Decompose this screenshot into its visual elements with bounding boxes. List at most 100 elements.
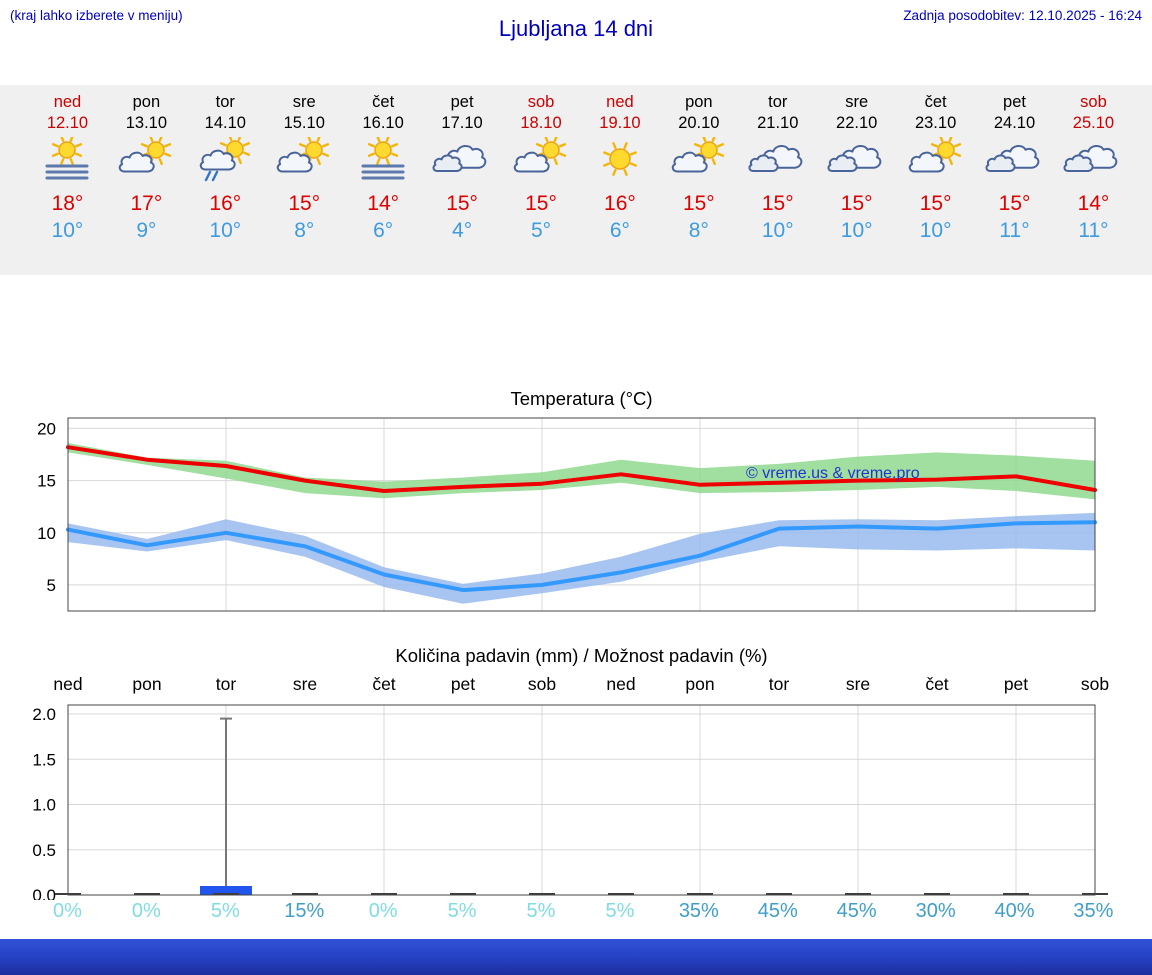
low-temp: 8°: [294, 219, 315, 242]
high-temp: 14°: [367, 192, 400, 215]
last-update: Zadnja posodobitev: 12.10.2025 - 16:24: [903, 8, 1142, 23]
day-date: 19.10: [599, 114, 641, 132]
forecast-day-column[interactable]: pet 17.10 15° 4°: [423, 92, 502, 275]
temp-ytick: 15: [37, 472, 56, 491]
temp-ytick: 20: [37, 419, 56, 438]
sun-fog-icon: [28, 134, 107, 185]
precip-chart-title: Količina padavin (mm) / Možnost padavin …: [395, 645, 768, 666]
forecast-day-column[interactable]: ned 19.10 16° 6°: [580, 92, 659, 275]
forecast-day-column[interactable]: čet 16.10 14° 6°: [344, 92, 423, 275]
day-name: pon: [685, 93, 713, 111]
precip-trace-mark: [766, 893, 792, 895]
day-date: 13.10: [125, 114, 168, 132]
cloudy-icon: [1054, 137, 1133, 185]
sun-cloud-icon: [265, 134, 344, 185]
precip-day-label: sre: [846, 674, 870, 694]
low-temp: 9°: [136, 219, 157, 242]
forecast-day-column[interactable]: tor 14.10 16° 10°: [186, 92, 265, 275]
watermark: © vreme.us & vreme.pro: [746, 465, 920, 482]
low-temp: 5°: [530, 219, 552, 242]
forecast-day-column[interactable]: sob 25.10 14° 11°: [1054, 92, 1133, 275]
high-temp: 16°: [209, 192, 242, 215]
precip-day-label: čet: [372, 674, 395, 694]
sun-fog-icon: [344, 134, 423, 185]
forecast-strip: ned 12.10 18° 10° pon 13.10 17° 9° tor 14.10 16° 10…: [0, 85, 1152, 275]
forecast-day-column[interactable]: pon 13.10 17° 9°: [107, 92, 186, 275]
day-date: 16.10: [362, 114, 404, 132]
day-name: sob: [527, 93, 555, 111]
precip-trace-mark: [608, 893, 634, 895]
day-date: 14.10: [204, 114, 246, 132]
day-date: 22.10: [836, 114, 878, 132]
precip-bar: [200, 886, 252, 895]
sun-cloud-icon: [896, 134, 975, 185]
day-date: 18.10: [520, 114, 562, 132]
day-date: 23.10: [914, 114, 957, 132]
temp-min-line: [66, 520, 1097, 593]
precip-ytick: 1.0: [32, 796, 56, 815]
temp-max-band: [68, 443, 1095, 500]
high-temp: 16°: [604, 192, 636, 215]
precip-day-label: ned: [606, 674, 635, 694]
precip-probability: 0%: [368, 900, 398, 922]
high-temp: 17°: [130, 192, 163, 215]
precip-probability: 5%: [526, 900, 556, 922]
precip-trace-mark: [687, 893, 713, 895]
precip-probability: 40%: [994, 900, 1035, 922]
day-date: 15.10: [283, 114, 325, 132]
precip-day-label: pon: [132, 674, 161, 694]
precip-ytick: 0.0: [32, 886, 56, 900]
precip-probability: 5%: [210, 900, 240, 922]
forecast-day-column[interactable]: sre 15.10 15° 8°: [265, 92, 344, 275]
day-name: sre: [845, 93, 869, 111]
temperature-chart-title: Temperatura (°C): [510, 388, 653, 409]
precip-probability: 45%: [836, 900, 877, 922]
day-name: tor: [215, 93, 235, 111]
high-temp: 14°: [1077, 192, 1110, 215]
precip-trace-mark: [213, 893, 239, 895]
precip-trace-mark: [134, 893, 160, 895]
precip-trace-mark: [845, 893, 871, 895]
forecast-day-column[interactable]: pon 20.10 15° 8°: [659, 92, 738, 275]
day-date: 25.10: [1072, 114, 1115, 132]
low-temp: 6°: [373, 219, 394, 242]
precip-trace-mark: [924, 893, 950, 895]
low-temp: 6°: [609, 219, 630, 242]
cloudy-icon: [975, 137, 1054, 185]
precip-trace-mark: [292, 893, 318, 895]
precip-probability: 0%: [53, 900, 82, 922]
high-temp: 15°: [840, 192, 873, 215]
precip-ytick: 2.0: [32, 705, 56, 724]
sun-cloud-rain-icon: [186, 133, 265, 185]
sun-icon: [580, 137, 659, 185]
temp-ytick: 10: [37, 524, 56, 543]
day-name: čet: [372, 93, 395, 111]
high-temp: 15°: [446, 192, 478, 215]
forecast-day-column[interactable]: tor 21.10 15° 10°: [738, 92, 817, 275]
precip-trace-mark: [450, 893, 476, 895]
day-name: sre: [292, 93, 316, 111]
high-temp: 15°: [919, 192, 952, 215]
forecast-day-column[interactable]: ned 12.10 18° 10°: [28, 92, 107, 275]
precip-day-label: ned: [53, 674, 82, 694]
forecast-day-column[interactable]: čet 23.10 15° 10°: [896, 92, 975, 275]
high-temp: 15°: [761, 192, 794, 215]
sun-cloud-icon: [659, 134, 738, 185]
precip-probability: 35%: [678, 900, 719, 922]
day-date: 21.10: [757, 114, 799, 132]
precip-day-label: tor: [216, 674, 237, 694]
precip-probability: 45%: [757, 900, 798, 922]
precip-probability: 5%: [605, 900, 635, 922]
day-name: pon: [132, 93, 161, 111]
forecast-day-column[interactable]: sob 18.10 15° 5°: [502, 92, 581, 275]
high-temp: 15°: [682, 192, 715, 215]
high-temp: 15°: [525, 192, 557, 215]
precip-probability: 15%: [284, 900, 325, 922]
cloudy-icon: [738, 137, 817, 185]
low-temp: 4°: [452, 219, 473, 242]
forecast-day-column[interactable]: pet 24.10 15° 11°: [975, 92, 1054, 275]
temp-ytick: 5: [47, 576, 56, 595]
forecast-day-column[interactable]: sre 22.10 15° 10°: [817, 92, 896, 275]
low-temp: 10°: [209, 219, 242, 242]
day-name: tor: [768, 93, 788, 111]
